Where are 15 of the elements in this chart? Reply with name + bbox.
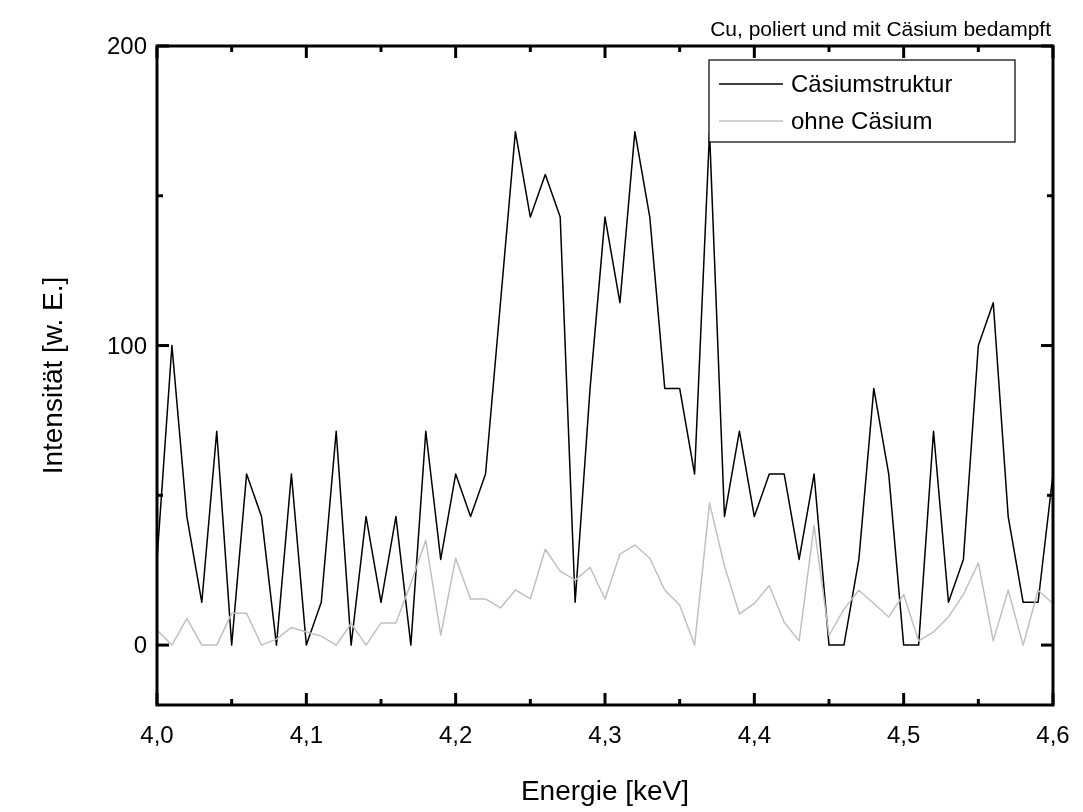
y-tick-label: 0: [133, 631, 147, 659]
x-tick-label: 4,5: [886, 721, 921, 748]
y-tick-label: 100: [106, 331, 147, 359]
x-axis-title: Energie [keV]: [520, 775, 690, 806]
x-tick-label: 4,0: [140, 721, 174, 748]
x-tick-label: 4,4: [737, 721, 772, 748]
legend-label: ohne Cäsium: [791, 107, 933, 134]
x-tick-label: 4,1: [289, 721, 324, 748]
x-tick-label: 4,2: [438, 721, 473, 748]
x-tick-label: 4,3: [588, 721, 622, 748]
legend-label: Cäsiumstruktur: [791, 70, 953, 97]
y-axis-title: Intensität [w. E.]: [37, 276, 68, 475]
x-tick-label: 4,6: [1036, 721, 1070, 748]
y-tick-label: 200: [106, 32, 147, 59]
chart-title: Cu, poliert und mit Cäsium bedampft: [710, 17, 1052, 40]
